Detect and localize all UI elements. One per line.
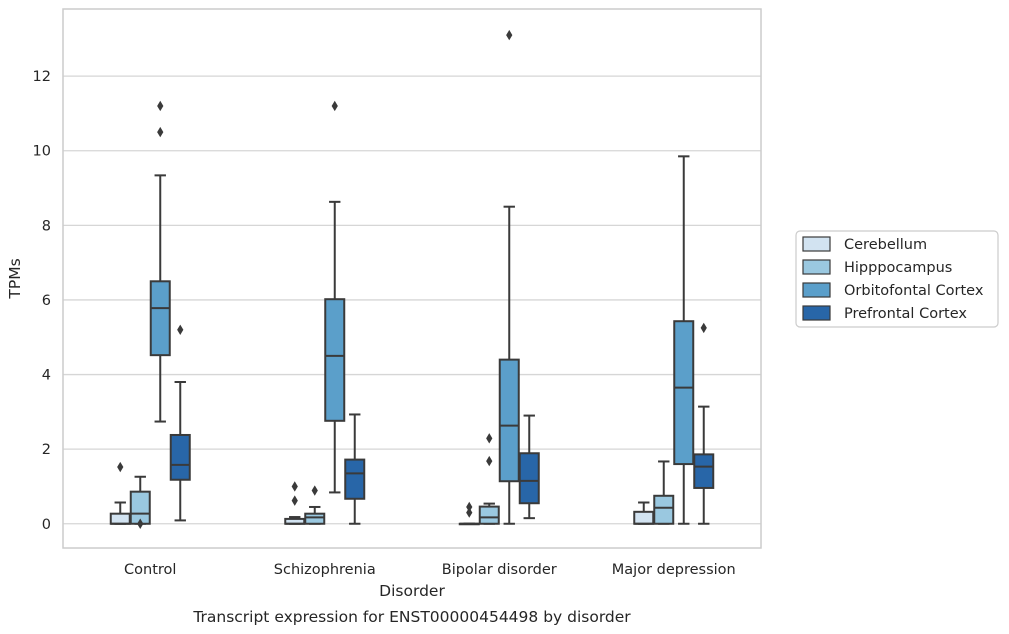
y-tick-label: 12 — [33, 69, 51, 85]
outlier-marker — [486, 433, 493, 444]
x-tick-label: Control — [124, 562, 176, 578]
legend-swatch — [802, 259, 831, 275]
legend-swatch — [802, 236, 831, 252]
x-axis-label: Disorder — [379, 582, 445, 600]
box-3-3 — [693, 322, 715, 525]
box-0-3 — [169, 324, 191, 522]
x-axis-ticks: Control Schizophrenia Bipolar disorder Majo… — [124, 562, 736, 578]
box-0-0 — [109, 461, 131, 525]
y-tick-label: 10 — [33, 144, 51, 160]
box-3-2 — [673, 155, 695, 525]
outlier-marker — [331, 100, 338, 112]
y-tick-label: 4 — [42, 368, 51, 384]
outlier-marker — [177, 324, 184, 335]
outlier-marker — [700, 322, 707, 334]
outlier-marker — [466, 501, 473, 513]
x-tick-label: Major depression — [612, 562, 736, 578]
outlier-marker — [506, 29, 513, 41]
legend-label: Cerebellum — [844, 237, 927, 253]
box-1-1 — [304, 485, 326, 525]
box-iqr — [518, 452, 540, 505]
box-iqr — [633, 510, 655, 525]
chart-caption: Transcript expression for ENST0000045449… — [192, 608, 631, 626]
box-iqr — [304, 512, 326, 525]
box-2-2 — [498, 29, 520, 525]
box-2-1 — [478, 433, 500, 525]
outlier-marker — [157, 100, 164, 112]
box-plot-series — [109, 29, 715, 529]
box-3-1 — [653, 460, 675, 525]
box-iqr — [344, 458, 366, 500]
outlier-marker — [157, 126, 164, 138]
legend: Cerebellum Hipppocampus Orbitofontal Corte… — [795, 230, 999, 328]
box-iqr — [478, 505, 500, 525]
plot-area-frame — [62, 8, 762, 549]
outlier-marker — [291, 495, 298, 506]
box-iqr — [673, 320, 695, 466]
y-axis-label: TPMs — [6, 258, 24, 299]
box-0-1 — [129, 475, 151, 529]
box-iqr — [109, 512, 131, 525]
box-0-2 — [149, 100, 171, 423]
legend-swatch — [802, 305, 831, 321]
x-tick-label: Bipolar disorder — [442, 562, 557, 578]
legend-label: Prefrontal Cortex — [844, 306, 967, 322]
box-iqr — [653, 494, 675, 525]
box-2-3 — [518, 414, 540, 520]
box-iqr — [149, 280, 171, 357]
box-1-0 — [284, 481, 306, 525]
box-iqr — [169, 433, 191, 481]
y-tick-label: 8 — [42, 218, 51, 234]
outlier-marker — [117, 461, 124, 473]
outlier-marker — [291, 481, 298, 492]
outlier-marker — [311, 485, 318, 496]
outlier-marker — [466, 507, 473, 518]
box-1-3 — [344, 413, 366, 525]
box-1-2 — [324, 100, 346, 494]
box-3-0 — [633, 501, 655, 525]
y-axis-ticks: 0 2 4 6 8 10 12 — [33, 69, 51, 533]
outlier-marker — [486, 455, 493, 467]
box-2-0 — [458, 501, 480, 526]
box-iqr — [498, 358, 520, 483]
legend-frame — [795, 230, 999, 328]
box-iqr — [693, 453, 715, 489]
y-tick-label: 6 — [42, 293, 51, 309]
y-tick-label: 0 — [42, 517, 51, 533]
legend-label: Orbitofontal Cortex — [844, 283, 984, 299]
outlier-marker — [137, 518, 144, 529]
y-tick-label: 2 — [42, 442, 51, 458]
legend-swatch — [802, 282, 831, 298]
legend-label: Hipppocampus — [844, 260, 952, 276]
box-iqr — [324, 298, 346, 422]
x-tick-label: Schizophrenia — [274, 562, 376, 578]
